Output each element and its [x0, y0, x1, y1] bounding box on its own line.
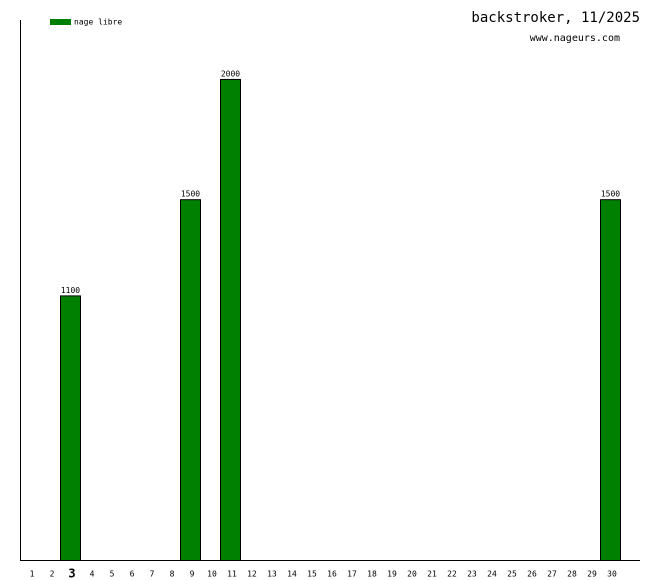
x-tick-label: 23 [467, 570, 477, 579]
x-tick-label: 12 [247, 570, 257, 579]
x-tick-label: 22 [447, 570, 457, 579]
value-label: 1500 [181, 190, 200, 199]
x-tick-label: 10 [207, 570, 217, 579]
x-tick-label: 13 [267, 570, 277, 579]
x-tick-label: 7 [150, 570, 155, 579]
x-tick-label: 24 [487, 570, 497, 579]
x-tick-label: 2 [50, 570, 55, 579]
x-tick-label: 20 [407, 570, 417, 579]
x-tick-label: 11 [227, 570, 237, 579]
x-tick-label: 1 [30, 570, 35, 579]
x-tick-label: 28 [567, 570, 577, 579]
x-tick-label: 15 [307, 570, 317, 579]
x-tick-label: 8 [170, 570, 175, 579]
x-tick-label: 21 [427, 570, 437, 579]
x-tick-label: 29 [587, 570, 597, 579]
value-label: 1500 [601, 190, 620, 199]
x-tick-label: 18 [367, 570, 377, 579]
x-tick-label: 6 [130, 570, 135, 579]
bar [60, 295, 81, 561]
legend-swatch [50, 19, 71, 25]
x-tick-label: 17 [347, 570, 357, 579]
x-tick-label: 16 [327, 570, 337, 579]
x-tick-label: 30 [607, 570, 617, 579]
chart-subtitle: www.nageurs.com [530, 33, 620, 44]
value-label: 2000 [221, 69, 240, 78]
x-tick-label: 9 [190, 570, 195, 579]
x-tick-label: 26 [527, 570, 537, 579]
bar [220, 78, 241, 561]
x-tick-label: 3 [68, 567, 75, 580]
legend-label: nage libre [74, 18, 122, 27]
x-tick-label: 19 [387, 570, 397, 579]
bar [180, 199, 201, 561]
x-tick-label: 25 [507, 570, 517, 579]
x-tick-label: 5 [110, 570, 115, 579]
chart-title: backstroker, 11/2025 [471, 10, 640, 26]
value-label: 1100 [61, 286, 80, 295]
bar [600, 199, 621, 561]
x-tick-label: 27 [547, 570, 557, 579]
x-tick-label: 14 [287, 570, 297, 579]
x-tick-label: 4 [90, 570, 95, 579]
